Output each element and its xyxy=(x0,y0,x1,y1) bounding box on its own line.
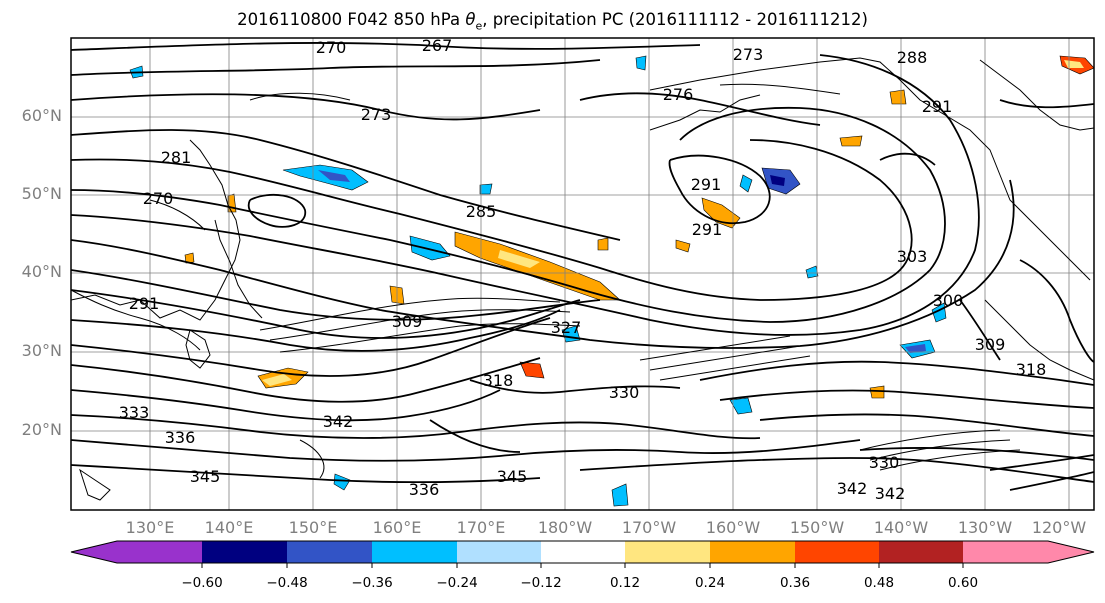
colorbar-outline xyxy=(70,540,1095,564)
contour-label: 281 xyxy=(161,148,192,167)
contour-label: 345 xyxy=(497,467,528,486)
colorbar-tick-label: −0.12 xyxy=(520,575,562,591)
colorbar-tick-label: −0.48 xyxy=(266,575,308,591)
contour-label: 285 xyxy=(466,202,497,221)
colorbar-bin xyxy=(879,541,963,563)
contour-label: 300 xyxy=(933,291,964,310)
colorbar-bin xyxy=(963,541,1048,563)
theta-e-contours-thin xyxy=(71,83,1021,479)
colorbar-tick-label: 0.60 xyxy=(947,575,979,591)
contour-label: 270 xyxy=(316,38,347,57)
colorbar-tick-label: 0.12 xyxy=(609,575,641,591)
lon-label: 160°W xyxy=(705,518,761,537)
lat-label-30n: 30°N xyxy=(21,341,62,360)
map-title: 2016110800 F042 850 hPa θe, precipitatio… xyxy=(237,10,868,33)
lat-label-50n: 50°N xyxy=(21,184,62,203)
lon-label: 150°W xyxy=(789,518,845,537)
contour-label: 330 xyxy=(869,453,900,472)
contour-label: 273 xyxy=(361,105,392,124)
colorbar-bin xyxy=(541,541,625,563)
contour-label: 342 xyxy=(323,412,354,431)
colorbar-bin xyxy=(457,541,541,563)
lon-label: 140°E xyxy=(204,518,254,537)
colorbar-bin xyxy=(710,541,795,563)
colorbar-bin xyxy=(795,541,879,563)
lon-label: 150°E xyxy=(288,518,338,537)
colorbar-tick-label: 0.36 xyxy=(779,575,811,591)
contour-label: 291 xyxy=(691,175,722,194)
precip-deep-negative-areas xyxy=(318,170,926,353)
contour-label: 336 xyxy=(409,480,440,499)
colorbar-over-extension xyxy=(1048,541,1094,563)
colorbar-bin xyxy=(372,541,457,563)
contour-label: 327 xyxy=(551,318,582,337)
contour-label: 318 xyxy=(483,371,514,390)
contour-label: 309 xyxy=(392,312,423,331)
contour-label: 333 xyxy=(119,403,150,422)
theta-e-contours xyxy=(71,42,1094,491)
contour-label: 309 xyxy=(975,335,1006,354)
contour-label: 273 xyxy=(733,45,764,64)
graticule xyxy=(71,38,1094,510)
colorbar-tick-label: −0.24 xyxy=(436,575,478,591)
contour-label: 342 xyxy=(875,484,906,503)
colorbar-under-extension xyxy=(71,541,117,563)
colorbar-tick-label: 0.24 xyxy=(694,575,726,591)
contour-label: 291 xyxy=(129,294,160,313)
lon-label: 180°W xyxy=(537,518,593,537)
coastlines xyxy=(71,57,1094,501)
lat-label-60n: 60°N xyxy=(21,106,62,125)
lon-label: 170°E xyxy=(456,518,506,537)
lon-label: 120°W xyxy=(1031,518,1087,537)
map-frame xyxy=(70,37,1095,511)
contour-label: 336 xyxy=(165,428,196,447)
lon-label: 140°W xyxy=(873,518,929,537)
colorbar-bin xyxy=(202,541,287,563)
lon-label: 130°W xyxy=(957,518,1013,537)
contour-label: 342 xyxy=(837,479,868,498)
colorbar-bin xyxy=(287,541,372,563)
lat-label-40n: 40°N xyxy=(21,262,62,281)
map-layers xyxy=(71,38,1094,510)
colorbar-tick-label: −0.60 xyxy=(181,575,223,591)
colorbar xyxy=(70,540,1095,568)
colorbar-bin xyxy=(117,541,202,563)
contour-label: 303 xyxy=(897,247,928,266)
contour-label: 330 xyxy=(609,383,640,402)
contour-label: 318 xyxy=(1016,360,1047,379)
contour-label: 270 xyxy=(143,189,174,208)
lat-label-20n: 20°N xyxy=(21,420,62,439)
lon-label: 130°E xyxy=(125,518,175,537)
contour-label: 345 xyxy=(190,467,221,486)
colorbar-tick-label: 0.48 xyxy=(863,575,895,591)
contour-label: 291 xyxy=(692,220,723,239)
contour-label: 267 xyxy=(422,36,453,55)
contour-label: 276 xyxy=(663,85,694,104)
colorbar-tick-label: −0.36 xyxy=(351,575,393,591)
contour-label: 291 xyxy=(922,97,953,116)
colorbar-bin xyxy=(625,541,710,563)
lon-label: 170°W xyxy=(621,518,677,537)
lon-label: 160°E xyxy=(372,518,422,537)
contour-label: 288 xyxy=(897,48,928,67)
